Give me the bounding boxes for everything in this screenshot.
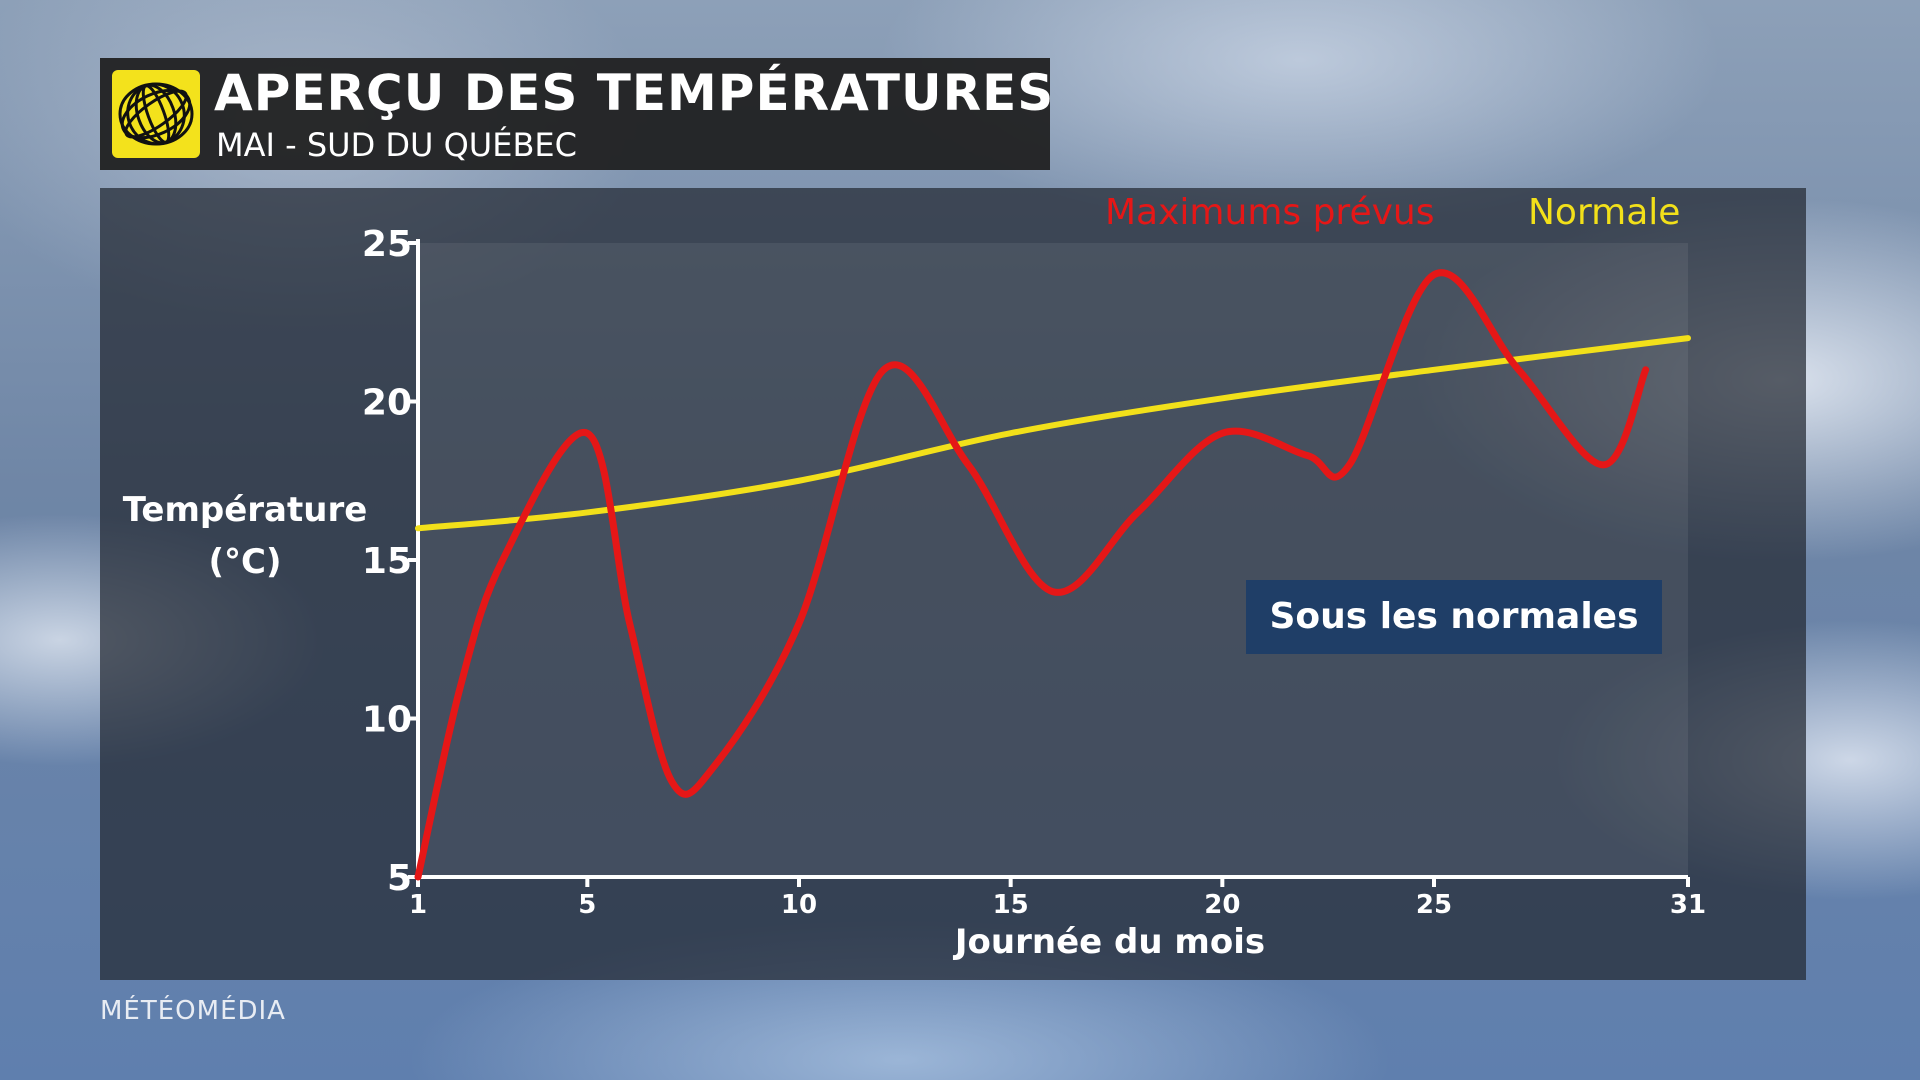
y-tick-label: 15 (362, 541, 412, 582)
below-normal-annotation: Sous les normales (1246, 580, 1662, 654)
series-normal-line (415, 335, 1691, 532)
plot-area (418, 243, 1688, 877)
y-tick-label: 5 (387, 858, 412, 899)
page-subtitle: MAI - SUD DU QUÉBEC (216, 126, 577, 164)
legend-forecast-max: Maximums prévus (1105, 192, 1435, 233)
series-forecast-max-line (414, 269, 1650, 881)
y-axis-label-line1: Température (122, 490, 368, 530)
x-tick-label: 5 (578, 890, 596, 920)
x-tick-label: 25 (1416, 890, 1452, 920)
y-axis-label: Température (°C) (110, 484, 380, 588)
page-title: APERÇU DES TEMPÉRATURES (214, 64, 1055, 122)
x-tick-label: 10 (781, 890, 817, 920)
title-box: APERÇU DES TEMPÉRATURES MAI - SUD DU QUÉ… (100, 58, 1053, 170)
x-tick-label: 31 (1670, 890, 1706, 920)
brand-watermark: MÉTÉOMÉDIA (100, 996, 286, 1026)
legend-normal: Normale (1528, 192, 1681, 233)
y-tick-label: 25 (362, 224, 412, 265)
x-tick-label: 15 (993, 890, 1029, 920)
y-tick-label: 10 (362, 700, 412, 741)
x-axis-label: Journée du mois (954, 922, 1266, 962)
meteomedia-globe-icon (112, 70, 200, 158)
y-tick-label: 20 (362, 383, 412, 424)
x-tick-label: 1 (409, 890, 427, 920)
x-tick-label: 20 (1204, 890, 1240, 920)
y-axis-label-line2: (°C) (208, 542, 282, 582)
